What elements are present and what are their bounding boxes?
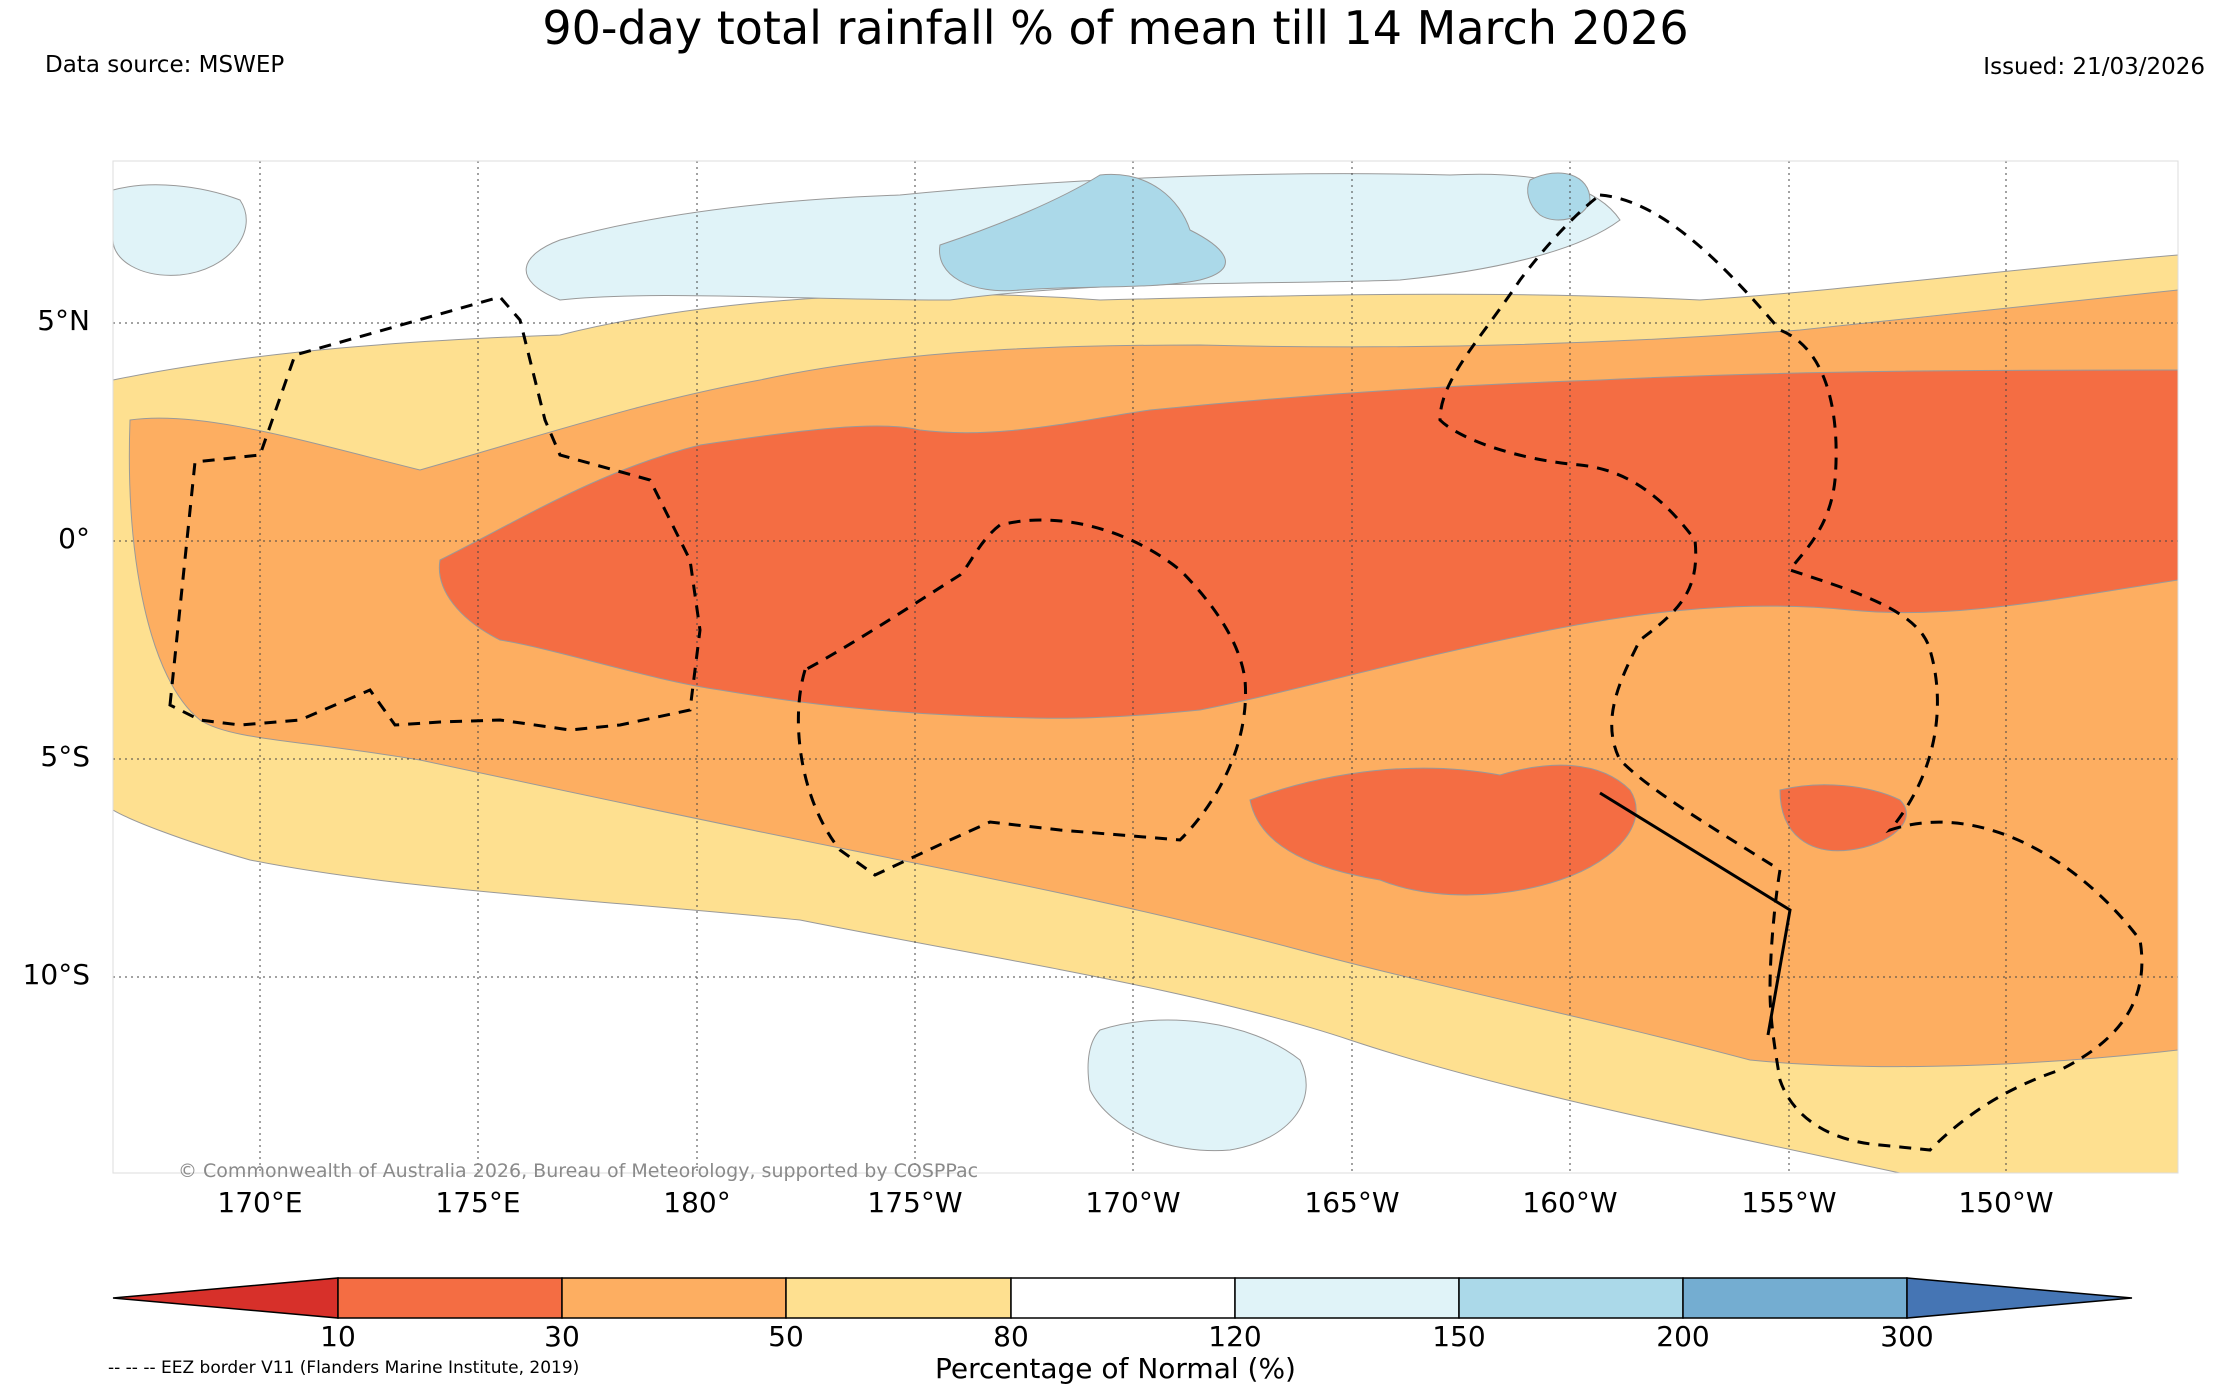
- eez-border-tokelau-samoa: [796, 518, 1248, 877]
- rainfall-patch-10-30-east: [1779, 784, 1907, 852]
- colorbar-segment-50-80: [785, 1277, 1012, 1319]
- map-canvas: [113, 161, 2178, 1173]
- lon-label-170e: 170°E: [217, 1186, 303, 1219]
- issued-date: Issued: 21/03/2026: [1983, 54, 2205, 80]
- colorbar-segment-200-300: [1682, 1277, 1908, 1319]
- lat-label-5n: 5°N: [37, 304, 90, 337]
- colorbar-tick-300: 300: [1880, 1320, 1934, 1353]
- rainfall-patch-120-150-south: [1087, 1019, 1307, 1152]
- eez-border-kiribati-line: [1438, 193, 2144, 1152]
- copyright-notice: © Commonwealth of Australia 2026, Bureau…: [178, 1160, 979, 1182]
- colorbar: [112, 1277, 2133, 1319]
- colorbar-extend-high: [1906, 1277, 2133, 1319]
- eez-borders: [168, 193, 2144, 1152]
- gridlines: [113, 161, 2178, 1173]
- lat-label-10s: 10°S: [22, 958, 90, 991]
- lat-label-5s: 5°S: [40, 740, 90, 773]
- lon-label-180: 180°: [663, 1186, 731, 1219]
- rainfall-band-10-30: [438, 369, 2178, 719]
- rainfall-patch-120-150-northwest: [113, 184, 247, 276]
- lon-label-175w: 175°W: [867, 1186, 963, 1219]
- colorbar-tick-50: 50: [768, 1320, 804, 1353]
- colorbar-tick-200: 200: [1656, 1320, 1710, 1353]
- lon-label-170w: 170°W: [1085, 1186, 1181, 1219]
- map-title: 90-day total rainfall % of mean till 14 …: [542, 1, 1689, 55]
- lon-label-175e: 175°E: [435, 1186, 521, 1219]
- lon-label-155w: 155°W: [1741, 1186, 1837, 1219]
- colorbar-tick-120: 120: [1208, 1320, 1262, 1353]
- lon-label-165w: 165°W: [1304, 1186, 1400, 1219]
- colorbar-segment-10-30: [337, 1277, 563, 1319]
- eez-border-kiribati-gilbert: [168, 295, 702, 732]
- colorbar-segment-30-50: [561, 1277, 787, 1319]
- lat-label-0: 0°: [58, 522, 90, 555]
- colorbar-segment-120-150: [1234, 1277, 1460, 1319]
- rainfall-patch-150-200: [939, 173, 1226, 292]
- colorbar-extend-low: [112, 1277, 339, 1319]
- lon-label-150w: 150°W: [1958, 1186, 2054, 1219]
- boundary-line: [1599, 791, 1792, 1036]
- colorbar-segment-150-200: [1458, 1277, 1684, 1319]
- data-source: Data source: MSWEP: [45, 52, 285, 78]
- colorbar-tick-150: 150: [1432, 1320, 1486, 1353]
- colorbar-tick-80: 80: [993, 1320, 1029, 1353]
- lon-label-160w: 160°W: [1522, 1186, 1618, 1219]
- colorbar-tick-30: 30: [544, 1320, 580, 1353]
- rainfall-patch-10-30-south: [1249, 764, 1637, 896]
- eez-legend-note: -- -- -- EEZ border V11 (Flanders Marine…: [108, 1358, 580, 1378]
- colorbar-segment-80-120: [1010, 1277, 1236, 1319]
- colorbar-tick-10: 10: [320, 1320, 356, 1353]
